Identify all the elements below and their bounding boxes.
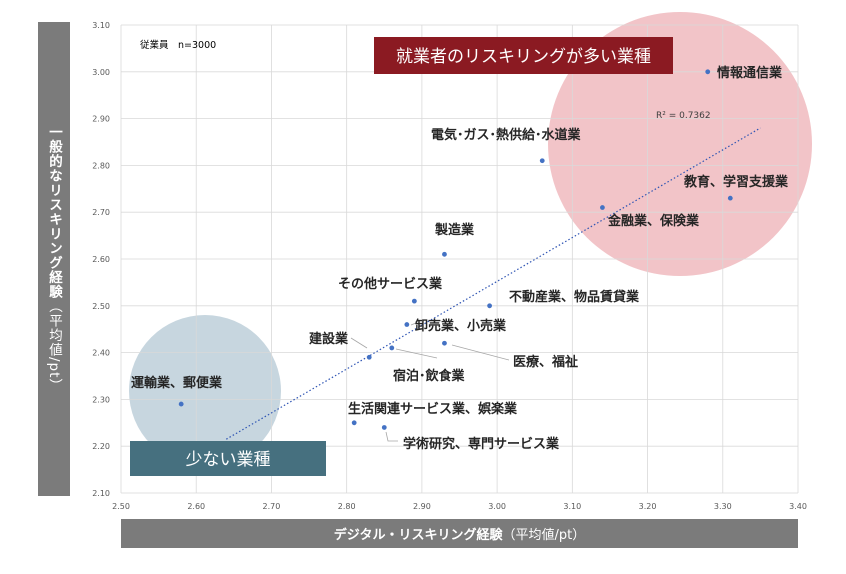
y-tick-label-10: 3.10 [92, 21, 110, 30]
data-label-12: 生活関連サービス業、娯楽業 [348, 401, 518, 417]
data-point-13 [381, 425, 387, 430]
data-label-7: 卸売業、小売業 [415, 318, 507, 334]
data-label-8: 建設業 [309, 331, 349, 347]
trendline [226, 127, 761, 440]
data-label-13: 学術研究、専門サービス業 [403, 436, 560, 452]
data-point-11 [178, 401, 184, 407]
x-tick-label-2: 2.70 [263, 502, 281, 511]
data-label-3: 金融業、保険業 [607, 213, 700, 229]
data-label-6: 不動産業、物品賃貸業 [509, 289, 640, 305]
high-reskilling-label: 就業者のリスキリングが多い業種 [396, 47, 651, 67]
x-tick-label-7: 3.20 [639, 502, 657, 511]
y-axis-title-bar: 一般的なリスキリング経験（平均値/pt） [38, 22, 70, 496]
y-tick-label-7: 2.80 [92, 161, 110, 170]
data-label-9: 医療、福祉 [513, 354, 578, 370]
low-reskilling-box [130, 441, 326, 476]
leader-line-8 [350, 337, 368, 349]
y-tick-label-5: 2.60 [92, 255, 110, 264]
leader-line-9 [451, 344, 510, 361]
r-squared-label: R² = 0.7362 [656, 111, 711, 121]
y-tick-label-8: 2.90 [92, 115, 110, 124]
data-point-3 [600, 205, 605, 210]
data-point-0 [705, 69, 711, 75]
data-label-1: 電気･ガス･熱供給･水道業 [431, 127, 582, 143]
data-label-5: その他サービス業 [338, 276, 443, 292]
high-reskilling-circle [548, 12, 812, 276]
data-point-1 [539, 158, 545, 164]
sample-size-note: 従業員 n=3000 [140, 39, 216, 51]
data-point-6 [487, 303, 492, 309]
y-tick-label-3: 2.40 [92, 349, 110, 358]
x-tick-label-9: 3.40 [789, 502, 807, 511]
high-reskilling-box [374, 37, 673, 74]
data-label-10: 宿泊･飲食業 [393, 368, 466, 384]
data-label-0: 情報通信業 [717, 65, 783, 81]
y-axis-title: 一般的なリスキリング経験（平均値/pt） [44, 125, 64, 393]
y-tick-label-0: 2.10 [92, 489, 110, 498]
data-label-4: 製造業 [434, 222, 475, 238]
data-point-5 [411, 298, 417, 304]
x-axis-title-unit: （平均値/pt） [502, 528, 586, 543]
y-axis-title-main: 一般的なリスキリング経験 [46, 125, 62, 300]
data-point-2 [727, 195, 733, 201]
x-tick-label-8: 3.30 [714, 502, 732, 511]
y-tick-label-1: 2.20 [92, 442, 110, 451]
data-point-10 [389, 345, 395, 351]
x-axis-title-main: デジタル・リスキリング経験 [333, 528, 503, 543]
data-point-8 [366, 354, 372, 360]
data-point-7 [404, 322, 410, 327]
leader-line-10 [395, 348, 438, 359]
x-tick-label-0: 2.50 [112, 502, 130, 511]
x-tick-label-1: 2.60 [187, 502, 205, 511]
x-tick-label-6: 3.10 [563, 502, 581, 511]
data-point-12 [351, 420, 357, 426]
x-tick-label-4: 2.90 [413, 502, 431, 511]
low-reskilling-label: 少ない業種 [186, 450, 271, 470]
y-tick-label-9: 3.00 [92, 68, 110, 77]
y-axis-title-unit: （平均値/pt） [46, 299, 62, 393]
x-axis-title-bar: デジタル・リスキリング経験 （平均値/pt） [121, 519, 798, 548]
data-point-4 [442, 251, 447, 257]
data-label-2: 教育、学習支援業 [683, 174, 789, 190]
x-tick-label-3: 2.80 [338, 502, 356, 511]
data-label-11: 運輸業、郵便業 [131, 375, 223, 391]
data-point-9 [442, 340, 447, 346]
y-tick-label-4: 2.50 [92, 302, 110, 311]
y-tick-label-2: 2.30 [92, 395, 110, 404]
x-tick-label-5: 3.00 [488, 502, 506, 511]
leader-line-7 [410, 322, 417, 326]
leader-line-13 [385, 431, 398, 442]
y-tick-label-6: 2.70 [92, 208, 110, 217]
